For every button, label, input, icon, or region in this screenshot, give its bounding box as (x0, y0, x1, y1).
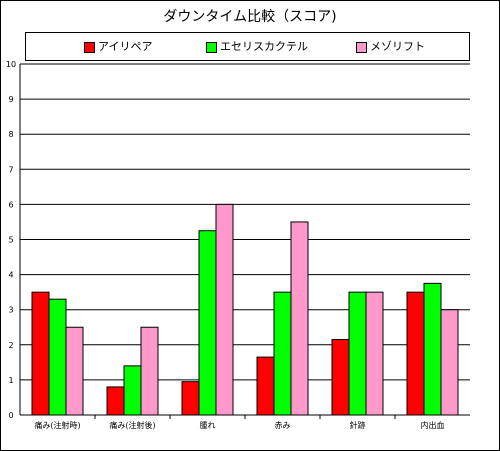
bar (31, 291, 50, 416)
bar (181, 381, 200, 416)
y-tick-label: 5 (8, 236, 13, 245)
y-tick-label: 6 (8, 200, 13, 209)
bar (440, 309, 459, 416)
x-tick-label: 赤み (275, 421, 291, 430)
y-tick-label: 4 (8, 271, 13, 280)
legend-swatch-series-2 (206, 42, 217, 53)
x-tick-label: 痛み(注射時) (34, 420, 80, 430)
y-tick-label: 7 (8, 165, 13, 174)
x-tick-label: 針跡 (350, 420, 366, 430)
y-tick-label: 1 (8, 376, 13, 385)
bar (406, 291, 425, 416)
legend-swatch-series-3 (356, 42, 367, 53)
bar (290, 221, 309, 416)
bar (273, 291, 292, 416)
legend-label-series-3: メゾリフト (370, 40, 425, 53)
x-tick-label: 痛み(注射後) (109, 420, 155, 430)
legend-label-series-2: エセリスカクテル (220, 40, 308, 53)
chart-title: ダウンタイム比較（スコア) (163, 9, 337, 25)
bar (365, 291, 384, 416)
bar (331, 339, 350, 416)
bar (348, 291, 367, 416)
y-tick-label: 0 (8, 411, 13, 420)
bar (106, 386, 125, 416)
y-tick-label: 2 (8, 341, 13, 350)
bar (65, 326, 84, 416)
y-tick-label: 3 (8, 306, 13, 315)
legend-label-series-1: アイリペア (98, 40, 153, 53)
bar (123, 365, 142, 416)
chart-legend: アイリペア エセリスカクテル メゾリフト (25, 32, 470, 61)
y-tick-label: 10 (6, 60, 16, 69)
x-tick-label: 内出血 (421, 420, 445, 430)
bar (140, 326, 159, 416)
bar (423, 282, 442, 416)
legend-swatch-series-1 (84, 42, 95, 53)
bar (215, 203, 234, 416)
x-tick-label: 腫れ (200, 420, 216, 430)
bar (256, 356, 275, 416)
bar (48, 298, 67, 416)
bar (198, 230, 217, 416)
y-tick-label: 9 (8, 95, 13, 104)
y-tick-label: 8 (8, 130, 13, 139)
